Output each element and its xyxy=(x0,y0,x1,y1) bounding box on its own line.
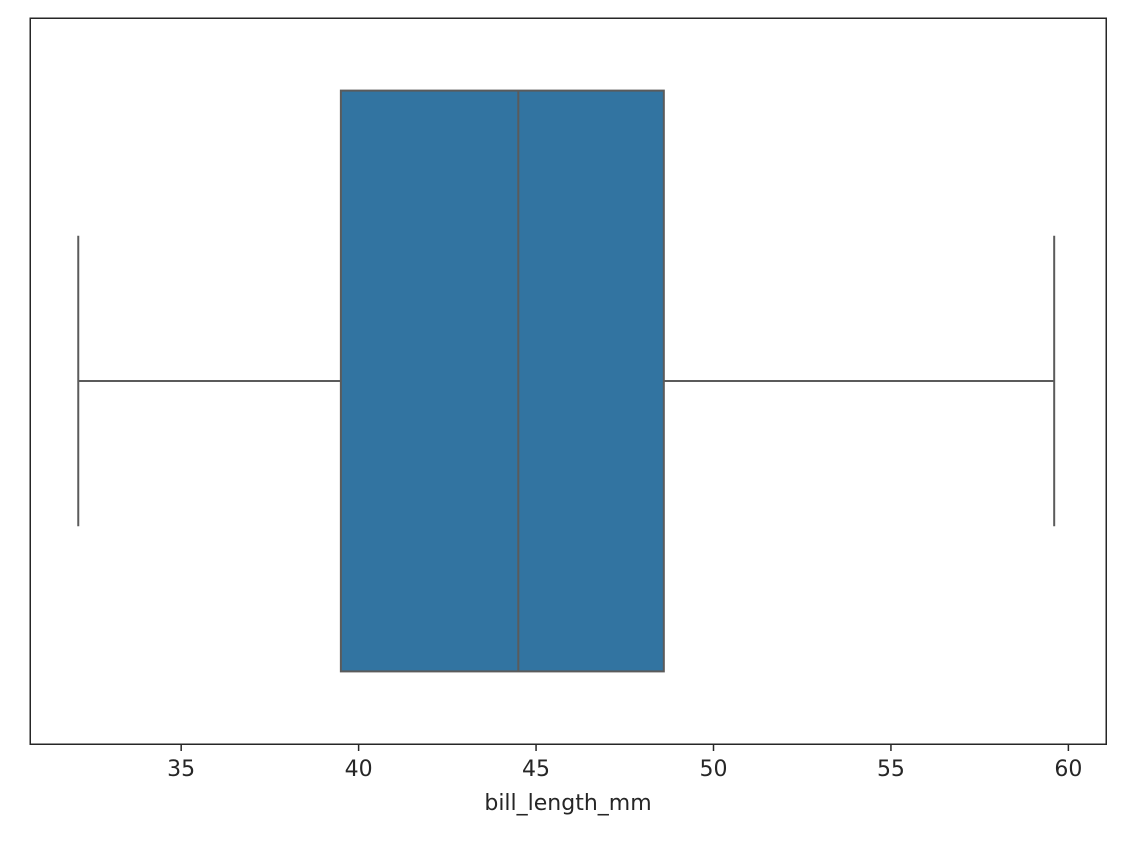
x-tick-label: 60 xyxy=(1054,757,1082,782)
figure: 35 40 45 50 55 60 bill_length_mm xyxy=(0,0,1123,855)
box-iqr xyxy=(341,91,664,672)
plot-axes xyxy=(30,18,1106,744)
boxplot-svg xyxy=(30,18,1106,753)
x-tick-label: 40 xyxy=(345,757,373,782)
x-axis-label: bill_length_mm xyxy=(484,791,651,816)
x-tick-label: 50 xyxy=(700,757,728,782)
x-tick-label: 45 xyxy=(522,757,550,782)
x-tick-label: 55 xyxy=(877,757,905,782)
x-tick-label: 35 xyxy=(167,757,195,782)
